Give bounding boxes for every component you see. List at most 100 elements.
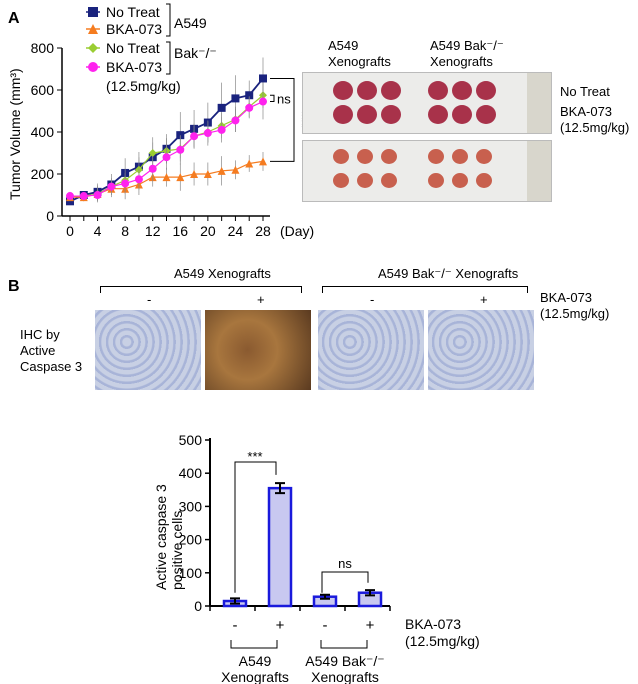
legend-bracket bbox=[166, 41, 171, 75]
tumor bbox=[333, 173, 349, 188]
marker-circle bbox=[66, 192, 74, 201]
tumor bbox=[476, 81, 496, 100]
group-label: Xenografts bbox=[221, 669, 289, 684]
treatment-sign: + bbox=[257, 292, 265, 307]
x-tick-label: + bbox=[366, 617, 375, 634]
legend-label: BKA-073 bbox=[106, 21, 162, 37]
tumor bbox=[452, 105, 472, 124]
photo-row-label: No Treat bbox=[560, 84, 610, 99]
marker-square bbox=[231, 94, 240, 103]
marker-circle bbox=[245, 103, 254, 112]
marker-triangle bbox=[245, 159, 254, 168]
marker-square bbox=[66, 197, 74, 206]
error-bar bbox=[320, 593, 330, 600]
error-bar bbox=[365, 589, 375, 597]
ihc-image bbox=[428, 310, 534, 390]
marker-circle bbox=[162, 153, 171, 162]
tumor bbox=[381, 105, 401, 124]
error-bar bbox=[275, 482, 285, 495]
legend-bracket bbox=[166, 3, 171, 37]
legend-group-label: Bak⁻/⁻ bbox=[174, 45, 217, 61]
group-label: A549 bbox=[239, 653, 272, 669]
group-bracket bbox=[100, 286, 302, 293]
ns-bracket bbox=[270, 94, 275, 103]
tumor bbox=[333, 105, 353, 124]
x-tick-label: 16 bbox=[172, 223, 188, 239]
marker-triangle bbox=[259, 157, 267, 166]
treatment-sign: - bbox=[370, 292, 375, 307]
tumor bbox=[333, 81, 353, 100]
ns-label: ns bbox=[277, 91, 291, 106]
marker-circle bbox=[176, 145, 185, 154]
x-tick-label: 8 bbox=[121, 223, 129, 239]
ruler bbox=[527, 73, 551, 133]
row-label: IHC by Active Caspase 3 bbox=[20, 327, 83, 374]
marker-circle bbox=[190, 132, 199, 141]
tumor bbox=[428, 105, 448, 124]
y-tick-label: 800 bbox=[31, 40, 55, 56]
tumor bbox=[428, 81, 448, 100]
tumor bbox=[428, 173, 444, 188]
tumor bbox=[357, 81, 377, 100]
error-bar bbox=[230, 597, 240, 605]
group-bracket bbox=[322, 286, 528, 293]
legend-group-label: A549 bbox=[174, 15, 207, 31]
panel-a-label: A bbox=[8, 10, 20, 27]
ihc-image bbox=[95, 310, 201, 390]
photo-column-label: A549 Xenografts bbox=[328, 38, 391, 69]
marker-triangle bbox=[176, 173, 185, 182]
marker-circle bbox=[79, 192, 88, 201]
marker-circle bbox=[148, 164, 157, 173]
marker-triangle bbox=[203, 170, 212, 178]
tumor bbox=[357, 149, 373, 164]
x-tick-label: - bbox=[233, 617, 238, 634]
tumor bbox=[476, 173, 492, 188]
marker-triangle bbox=[162, 173, 171, 182]
y-tick-label: 600 bbox=[31, 82, 55, 98]
legend-label: No Treat bbox=[106, 4, 160, 20]
group-label: A549 Bak⁻/⁻ Xenografts bbox=[378, 266, 519, 281]
marker-triangle bbox=[190, 170, 199, 178]
y-tick-label: 400 bbox=[31, 124, 55, 140]
x-tick-label: 12 bbox=[145, 223, 161, 239]
marker-circle bbox=[93, 191, 102, 199]
x-tick-label: 20 bbox=[200, 223, 216, 239]
marker-square bbox=[259, 74, 267, 83]
tumor-volume-chart: 0 200 400 600 800 0 4 8 12 16 20 24 28 (Day) Tumor Vol… bbox=[7, 3, 314, 239]
caspase-bar-chart: 0 100 200 300 400 500 Active caspase 3 positive… bbox=[153, 432, 480, 684]
y-tick-label: 200 bbox=[31, 166, 55, 182]
marker-circle bbox=[231, 116, 240, 125]
x-tick-label: 4 bbox=[94, 223, 102, 239]
x-tick-label: 28 bbox=[255, 223, 271, 239]
xenograft-photo bbox=[302, 72, 552, 134]
treatment-label: BKA-073 (12.5mg/kg) bbox=[540, 290, 610, 321]
y-tick-label: 100 bbox=[179, 565, 203, 581]
y-tick-label: 500 bbox=[179, 432, 203, 448]
photo-row-label: BKA-073 (12.5mg/kg) bbox=[560, 104, 630, 135]
marker-circle bbox=[217, 125, 226, 134]
marker-circle bbox=[259, 97, 267, 106]
tumor bbox=[428, 149, 444, 164]
y-axis-label: Tumor Volume (mm³) bbox=[7, 68, 23, 200]
marker-circle bbox=[121, 179, 130, 188]
marker-triangle bbox=[231, 165, 240, 174]
tumor bbox=[452, 173, 468, 188]
y-tick-label: 300 bbox=[179, 498, 203, 514]
tumor bbox=[357, 173, 373, 188]
tumor bbox=[476, 105, 496, 124]
y-tick-label: 200 bbox=[179, 532, 203, 548]
group-label: Xenografts bbox=[311, 669, 379, 684]
marker-circle bbox=[203, 129, 212, 138]
x-tick-label: + bbox=[276, 617, 285, 634]
y-tick-label: 0 bbox=[194, 598, 202, 614]
treatment-sign: + bbox=[480, 292, 488, 307]
ihc-image bbox=[318, 310, 424, 390]
y-tick-label: 400 bbox=[179, 465, 203, 481]
y-axis-label: positive cells bbox=[169, 511, 185, 590]
group-label: A549 Bak⁻/⁻ bbox=[305, 653, 384, 669]
y-tick-label: 0 bbox=[46, 208, 54, 224]
marker-circle bbox=[134, 175, 143, 184]
treatment-label: (12.5mg/kg) bbox=[405, 633, 480, 649]
x-tick-label: 0 bbox=[66, 223, 74, 239]
treatment-label: BKA-073 bbox=[405, 616, 461, 632]
